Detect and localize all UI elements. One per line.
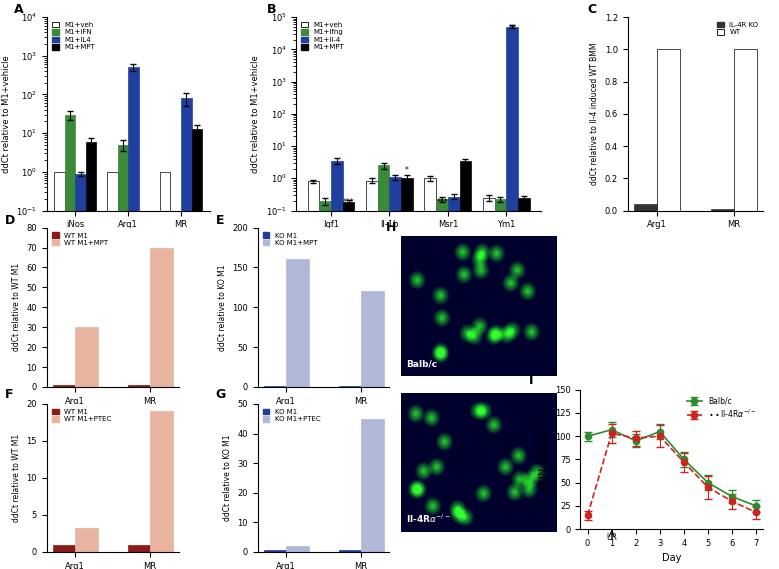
Bar xyxy=(319,201,331,569)
Text: **: ** xyxy=(509,24,516,33)
Bar xyxy=(425,178,436,569)
Bar xyxy=(518,197,530,569)
Bar xyxy=(483,197,495,569)
Legend: M1+veh, M1+IFN, M1+IL4, M1+MPT: M1+veh, M1+IFN, M1+IL4, M1+MPT xyxy=(50,20,97,52)
Legend: Balb/c, $\bullet\bullet$Il-4R$\alpha^{-/-}$: Balb/c, $\bullet\bullet$Il-4R$\alpha^{-/… xyxy=(684,394,760,423)
Text: A: A xyxy=(14,3,24,16)
Y-axis label: ddCt relative to KO M1: ddCt relative to KO M1 xyxy=(217,264,227,351)
Legend: WT M1, WT M1+PTEC: WT M1, WT M1+PTEC xyxy=(50,407,113,424)
Bar xyxy=(506,27,518,569)
Bar xyxy=(339,386,361,387)
Y-axis label: ddCt relative to WT M1: ddCt relative to WT M1 xyxy=(12,263,21,351)
Text: ***: *** xyxy=(343,198,354,207)
Bar xyxy=(343,203,354,569)
Bar xyxy=(390,177,401,569)
Bar xyxy=(286,259,308,387)
Y-axis label: ddCt relative to M1+vehicle: ddCt relative to M1+vehicle xyxy=(252,55,260,172)
Legend: KO M1, KO M1+MPT: KO M1, KO M1+MPT xyxy=(261,231,319,248)
Bar xyxy=(53,545,76,552)
Bar xyxy=(65,115,76,569)
Y-axis label: ddCt relative to WT M1: ddCt relative to WT M1 xyxy=(12,434,21,522)
Bar xyxy=(128,385,150,387)
Bar xyxy=(150,411,173,552)
Text: ***: *** xyxy=(436,198,448,207)
Bar xyxy=(76,327,97,387)
Text: E: E xyxy=(216,215,224,228)
Bar xyxy=(55,172,65,569)
Bar xyxy=(76,528,97,552)
Bar xyxy=(263,386,286,387)
Bar xyxy=(263,550,286,552)
Legend: WT M1, WT M1+MPT: WT M1, WT M1+MPT xyxy=(50,231,110,248)
Text: G: G xyxy=(216,388,226,401)
Text: *: * xyxy=(405,166,409,175)
Bar xyxy=(339,550,361,552)
Y-axis label: ddCt relative to M1+vehicle: ddCt relative to M1+vehicle xyxy=(2,55,11,172)
Text: I: I xyxy=(529,374,534,387)
Bar xyxy=(361,291,383,387)
Bar xyxy=(448,197,460,569)
Bar xyxy=(160,172,171,569)
Text: H: H xyxy=(386,221,396,233)
Bar xyxy=(711,209,734,211)
Bar xyxy=(128,545,150,552)
Text: UR: UR xyxy=(606,533,617,542)
Legend: IL-4R KO, WT: IL-4R KO, WT xyxy=(716,20,760,37)
Bar xyxy=(366,180,378,569)
Bar xyxy=(308,182,319,569)
Bar xyxy=(495,200,506,569)
Text: F: F xyxy=(5,388,13,401)
Legend: KO M1, KO M1+PTEC: KO M1, KO M1+PTEC xyxy=(261,407,322,424)
Bar xyxy=(129,67,139,569)
Text: Balb/c: Balb/c xyxy=(406,360,437,369)
Bar xyxy=(634,204,657,211)
Text: Il-4R$\alpha^{-/-}$: Il-4R$\alpha^{-/-}$ xyxy=(406,513,451,525)
Bar xyxy=(460,161,471,569)
Bar xyxy=(53,385,76,387)
X-axis label: Day: Day xyxy=(662,554,682,563)
Text: D: D xyxy=(5,215,15,228)
Bar xyxy=(192,129,203,569)
Bar xyxy=(107,172,118,569)
Text: C: C xyxy=(587,3,596,16)
Bar xyxy=(331,161,343,569)
Y-axis label: BUN (mg/dl): BUN (mg/dl) xyxy=(539,430,549,489)
Bar xyxy=(86,142,97,569)
Bar xyxy=(378,166,390,569)
Bar xyxy=(181,98,192,569)
Y-axis label: ddCt relative to Il-4 induced WT BMM: ddCt relative to Il-4 induced WT BMM xyxy=(590,43,599,185)
Bar xyxy=(734,50,757,211)
Bar xyxy=(361,419,383,552)
Legend: M1+veh, M1+Ifng, M1+Il-4, M1+MPT: M1+veh, M1+Ifng, M1+Il-4, M1+MPT xyxy=(300,20,346,52)
Bar xyxy=(401,178,413,569)
Y-axis label: ddCt relative to KO M1: ddCt relative to KO M1 xyxy=(223,435,232,521)
Text: B: B xyxy=(267,3,277,16)
Bar xyxy=(286,546,308,552)
Bar xyxy=(657,50,680,211)
Bar xyxy=(76,174,86,569)
Bar xyxy=(150,248,173,387)
Bar xyxy=(436,199,448,569)
Bar xyxy=(118,145,129,569)
